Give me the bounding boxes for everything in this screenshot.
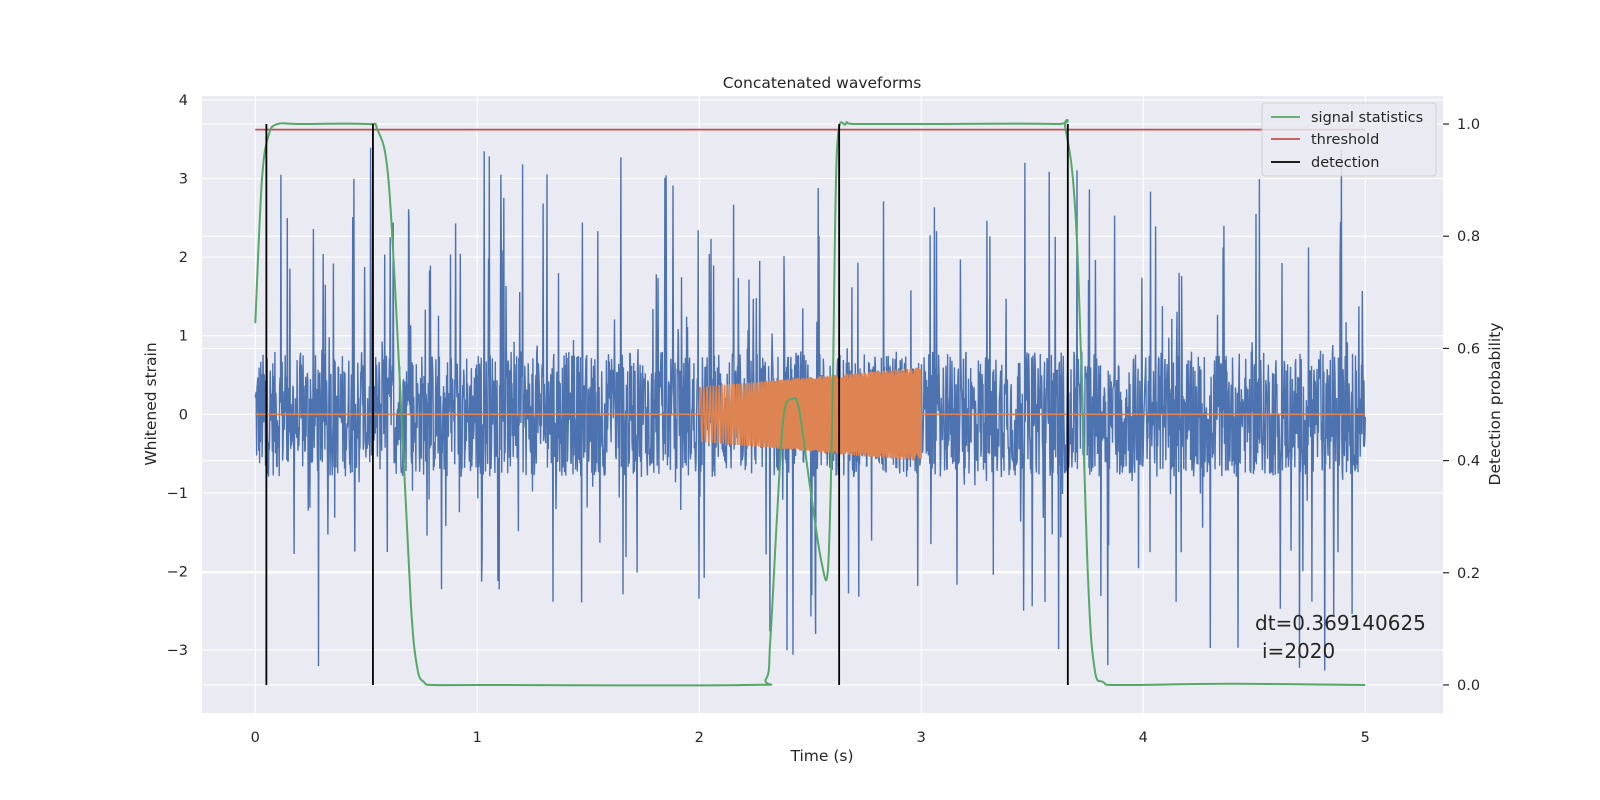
detection-series: [265, 124, 1069, 685]
y-tick-label-1: −2: [167, 565, 188, 581]
y-tick-label-0: −3: [167, 643, 188, 659]
legend-box: [1261, 102, 1437, 177]
y-axis-label: Whitened strain: [142, 342, 160, 465]
chart-title: Concatenated waveforms: [723, 74, 922, 92]
y2-tick-label-5: 1.0: [1457, 117, 1480, 133]
y2-tick-label-2: 0.4: [1457, 454, 1480, 470]
y-tick-label-6: 3: [179, 172, 188, 188]
y-tick-label-2: −1: [167, 486, 188, 502]
y-tick-label-5: 2: [179, 250, 188, 266]
injection-line: [698, 367, 922, 461]
y2-tick-label-3: 0.6: [1457, 341, 1480, 357]
y2-tick-label-0: 0.0: [1457, 678, 1480, 694]
signal-statistics-series: [254, 118, 1366, 687]
legend-label-detection: detection: [1311, 155, 1379, 171]
y-axis-ticks: −3 −2 −1 0 1 2 3 4: [167, 93, 188, 659]
annotation-dt: dt=0.369140625: [1255, 611, 1426, 635]
x-axis-label: Time (s): [789, 747, 853, 765]
x-tick-label-1: 1: [473, 730, 482, 746]
legend-label-signal-statistics: signal statistics: [1311, 110, 1423, 126]
legend: signal statistics threshold detection: [1261, 102, 1437, 177]
x-tick-label-4: 4: [1139, 730, 1148, 746]
signal-statistics-line: [254, 118, 1366, 687]
y-tick-label-3: 0: [179, 407, 188, 423]
annotation-i: i=2020: [1262, 639, 1335, 663]
y-tick-label-4: 1: [179, 329, 188, 345]
x-tick-label-3: 3: [917, 730, 926, 746]
x-axis-ticks: 0 1 2 3 4 5: [251, 730, 1370, 746]
y-tick-label-7: 4: [179, 93, 188, 109]
y2-axis-label: Detection probability: [1486, 323, 1504, 486]
injection-series: [255, 367, 1366, 461]
y2-tick-label-4: 0.8: [1457, 229, 1480, 245]
x-tick-label-2: 2: [695, 730, 704, 746]
y2-tick-label-1: 0.2: [1457, 566, 1480, 582]
legend-label-threshold: threshold: [1311, 132, 1379, 148]
x-tick-label-5: 5: [1361, 730, 1370, 746]
y2-axis-ticks: 0.0 0.2 0.4 0.6 0.8 1.0: [1443, 117, 1480, 694]
x-tick-label-0: 0: [251, 730, 260, 746]
